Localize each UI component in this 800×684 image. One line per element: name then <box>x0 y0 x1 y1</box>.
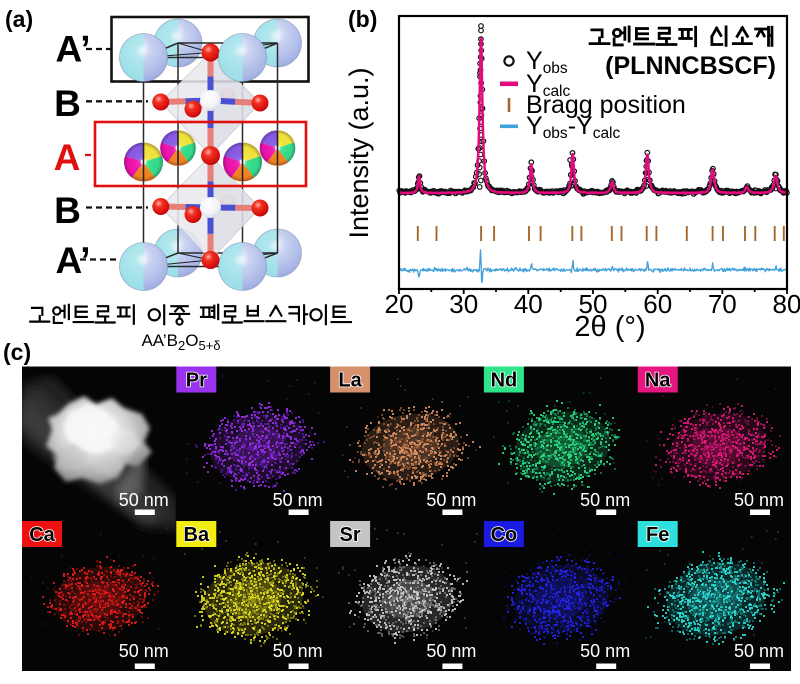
svg-text:50 nm: 50 nm <box>734 490 784 510</box>
svg-text:2θ (°): 2θ (°) <box>574 311 645 343</box>
svg-text:50 nm: 50 nm <box>580 641 630 661</box>
svg-text:50 nm: 50 nm <box>426 641 476 661</box>
svg-text:50 nm: 50 nm <box>119 641 169 661</box>
svg-text:60: 60 <box>643 289 672 319</box>
svg-text:Intensity (a.u.): Intensity (a.u.) <box>344 67 374 238</box>
svg-text:(PLNNCBSCF): (PLNNCBSCF) <box>605 52 776 80</box>
svg-text:La: La <box>338 370 362 392</box>
svg-text:50 nm: 50 nm <box>273 490 323 510</box>
svg-text:A: A <box>54 137 81 178</box>
svg-text:(b): (b) <box>348 6 377 32</box>
svg-text:A’: A’ <box>56 29 91 70</box>
svg-text:B: B <box>54 83 81 124</box>
svg-text:70: 70 <box>708 289 737 319</box>
svg-text:A’: A’ <box>56 240 91 281</box>
svg-text:B: B <box>54 190 81 231</box>
svg-text:50 nm: 50 nm <box>426 490 476 510</box>
svg-text:Ca: Ca <box>29 524 55 546</box>
svg-text:40: 40 <box>514 289 543 319</box>
svg-text:50 nm: 50 nm <box>580 490 630 510</box>
svg-text:50 nm: 50 nm <box>273 641 323 661</box>
svg-text:Sr: Sr <box>340 524 361 546</box>
svg-text:Nd: Nd <box>491 370 518 392</box>
svg-text:Pr: Pr <box>186 370 207 392</box>
svg-text:AA’B2O5+δ: AA’B2O5+δ <box>141 331 220 353</box>
svg-text:50 nm: 50 nm <box>119 490 169 510</box>
svg-text:Ba: Ba <box>184 524 210 546</box>
svg-text:Na: Na <box>645 370 671 392</box>
svg-text:Co: Co <box>491 524 518 546</box>
svg-text:50 nm: 50 nm <box>734 641 784 661</box>
svg-text:(c): (c) <box>3 339 31 365</box>
svg-text:(a): (a) <box>5 6 33 32</box>
svg-text:20: 20 <box>385 289 414 319</box>
svg-text:Fe: Fe <box>646 524 669 546</box>
svg-text:80: 80 <box>773 289 800 319</box>
svg-text:Bragg position: Bragg position <box>526 91 686 119</box>
svg-text:30: 30 <box>449 289 478 319</box>
